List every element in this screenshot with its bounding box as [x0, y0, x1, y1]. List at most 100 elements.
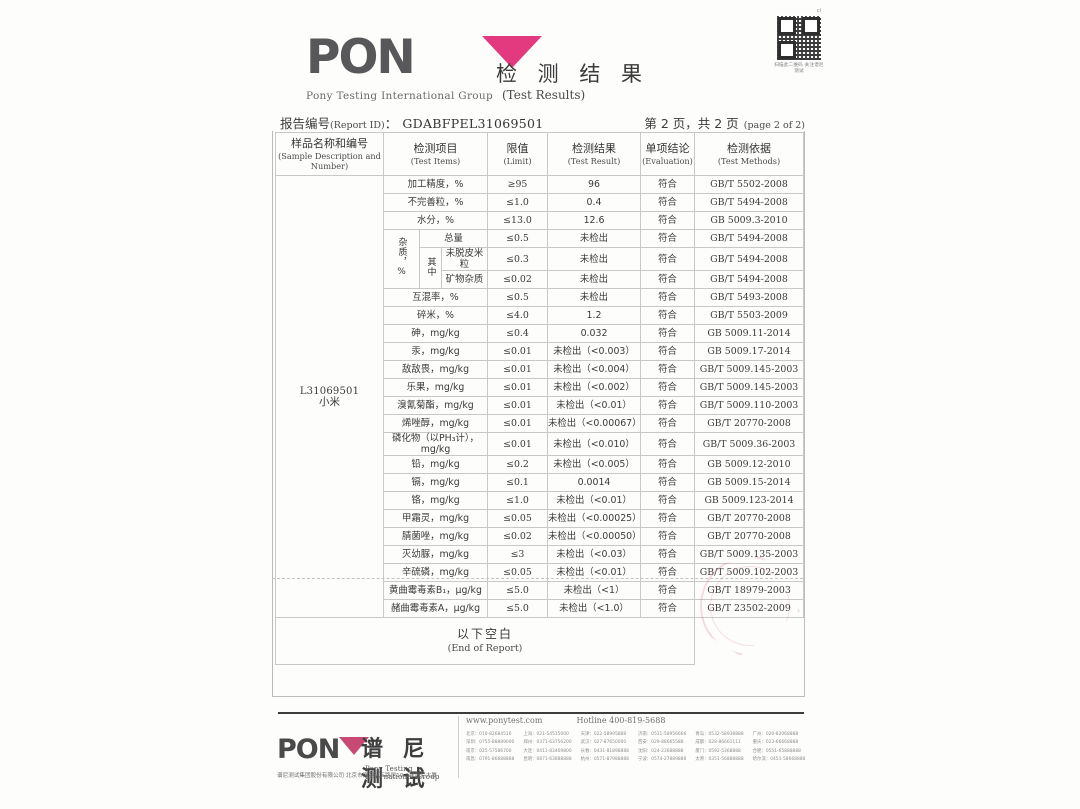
footer-branch-item: 西安：029-88665588: [637, 740, 684, 746]
report-id-colon: ：: [384, 116, 398, 131]
footer-branch-item: 哈尔滨：0451-58668888: [752, 757, 806, 763]
table-row: 黄曲霉毒素B₁，μg/kg ≤5.0 未检出（<1） 符合 GB/T 18979-200…: [276, 581, 804, 600]
impurity-sub-label-text: 其中: [425, 256, 436, 277]
document-frame: [272, 131, 805, 697]
qr-caption: 扫描此二维码 关注谱尼测试: [774, 63, 824, 74]
result-cell: 未检出（<0.004）: [547, 360, 641, 379]
col-header-method-en: (Test Methods): [717, 156, 781, 166]
footer-branch-item: 太原：0351-56888888: [695, 757, 744, 763]
method-cell: GB/T 5009.135-2003: [694, 545, 804, 564]
limit-cell: ≤4.0: [487, 306, 548, 325]
method-cell: GB/T 5009.145-2003: [694, 378, 804, 397]
col-header-sample-cn: 样品名称和编号: [291, 137, 368, 150]
item-cell: 溴氰菊酯，mg/kg: [383, 396, 488, 415]
method-cell: GB/T 20770-2008: [694, 414, 804, 433]
report-id-label-en: (Report ID): [330, 120, 385, 131]
col-header-limit-en: (Limit): [503, 156, 532, 166]
eval-cell: 符合: [640, 396, 695, 415]
result-cell: 0.0014: [547, 473, 641, 492]
result-cell: 未检出（<0.010）: [547, 432, 641, 456]
result-cell: 未检出（<0.01）: [547, 396, 641, 415]
eval-cell: 符合: [640, 360, 695, 379]
table-row: 敌敌畏，mg/kg ≤0.01 未检出（<0.004） 符合 GB/T 5009.145…: [276, 360, 804, 379]
eval-cell: 符合: [640, 455, 695, 474]
footer-website[interactable]: www.ponytest.com: [466, 716, 543, 725]
col-header-eval-cn: 单项结论: [645, 142, 690, 155]
method-cell: GB 5009.123-2014: [694, 491, 804, 510]
limit-cell: ≤1.0: [487, 193, 548, 212]
footer-branch-item: 武汉：027-87650000: [580, 740, 627, 746]
footer-branch-item: 沈阳：024-23688888: [637, 748, 684, 754]
eval-cell: 符合: [640, 599, 695, 618]
footer-branch-item: 济南：0531-58956666: [637, 732, 687, 737]
table-row: 砷，mg/kg ≤0.4 0.032 符合 GB 5009.11-2014: [276, 324, 804, 343]
item-cell: 加工精度，%: [383, 175, 488, 194]
result-cell: 未检出（<0.002）: [547, 378, 641, 397]
table-header-row: 样品名称和编号 (Sample Description and Number) …: [275, 132, 804, 176]
method-cell: GB/T 5493-2008: [694, 288, 804, 307]
impurity-group-label: 杂质，%: [383, 229, 420, 289]
limit-cell: ≤5.0: [487, 581, 548, 600]
result-cell: 未检出（<0.005）: [547, 455, 641, 474]
item-cell: 敌敌畏，mg/kg: [383, 360, 488, 379]
eval-cell: 符合: [640, 432, 695, 456]
footer-branch-item: 合肥：0551-65888888: [752, 748, 801, 754]
limit-cell: ≤0.01: [487, 378, 548, 397]
limit-cell: ≤0.01: [487, 432, 548, 456]
sample-id: L31069501: [299, 385, 360, 397]
eval-cell: 符合: [640, 306, 695, 325]
end-of-report-en: (End of Report): [447, 642, 523, 654]
table-body: L31069501 小米 加工精度，% ≥95 96 符合 GB/T 5502-2008 不完…: [275, 175, 804, 665]
result-cell: 未检出: [547, 288, 641, 307]
table-row: 碎米，% ≤4.0 1.2 符合 GB/T 5503-2009: [276, 306, 804, 325]
limit-cell: ≤0.01: [487, 414, 548, 433]
item-cell: 砷，mg/kg: [383, 324, 488, 343]
col-header-sample-en: (Sample Description and Number): [278, 151, 381, 171]
end-divider: [272, 578, 803, 579]
item-cell: 互混率，%: [383, 288, 488, 307]
method-cell: GB/T 5494-2008: [694, 229, 804, 248]
footer-brand-en: Pony Testing International Group: [365, 765, 440, 781]
table-row: 汞，mg/kg ≤0.01 未检出（<0.003） 符合 GB 5009.17-2014: [276, 342, 804, 361]
item-cell: 甲霜灵，mg/kg: [383, 509, 488, 528]
method-cell: GB/T 5502-2008: [694, 175, 804, 194]
footer-rule: [278, 712, 804, 714]
col-header-method-cn: 检测依据: [727, 142, 771, 155]
pony-logo-text: PON: [306, 30, 416, 85]
footer-branch-item: 昆明：0871-63888888: [523, 757, 572, 763]
table-row: 乐果，mg/kg ≤0.01 未检出（<0.002） 符合 GB/T 5009.145-…: [276, 378, 804, 397]
method-cell: GB 5009.15-2014: [694, 473, 804, 492]
col-header-method: 检测依据 (Test Methods): [694, 132, 804, 176]
eval-cell: 符合: [640, 247, 695, 271]
limit-cell: ≤0.02: [487, 270, 548, 289]
impurity-sub-label: 其中: [419, 247, 442, 289]
item-cell: 汞，mg/kg: [383, 342, 488, 361]
method-cell: GB 5009.11-2014: [694, 324, 804, 343]
end-of-report-cell: 以下空白 (End of Report): [275, 617, 695, 665]
item-cell: 乐果，mg/kg: [383, 378, 488, 397]
end-of-report-cn: 以下空白: [456, 626, 513, 641]
eval-cell: 符合: [640, 175, 695, 194]
result-cell: 未检出（<0.03）: [547, 545, 641, 564]
method-cell: GB 5009.3-2010: [694, 211, 804, 230]
result-cell: 12.6: [547, 211, 641, 230]
method-cell: GB/T 5494-2008: [694, 193, 804, 212]
page-title-en: (Test Results): [502, 88, 586, 102]
limit-cell: ≤0.1: [487, 473, 548, 492]
limit-cell: ≤0.01: [487, 396, 548, 415]
result-cell: 未检出（<0.003）: [547, 342, 641, 361]
method-cell: GB/T 5503-2009: [694, 306, 804, 325]
limit-cell: ≤0.5: [487, 288, 548, 307]
footer-branch-item: 上海：021-54515000: [523, 732, 569, 737]
item-cell: 铅，mg/kg: [383, 455, 488, 474]
limit-cell: ≤0.5: [487, 229, 548, 248]
footer-branch-list: 北京：010-82684516 上海：021-54515000 天津：022-589…: [466, 732, 806, 764]
qr-code-icon[interactable]: [776, 15, 822, 61]
limit-cell: ≥95: [487, 175, 548, 194]
item-cell: 烯唑醇，mg/kg: [383, 414, 488, 433]
table-row: 铬，mg/kg ≤1.0 未检出（<0.01） 符合 GB 5009.123-2014: [276, 491, 804, 510]
item-cell: 镉，mg/kg: [383, 473, 488, 492]
col-header-eval: 单项结论 (Evaluation): [640, 132, 695, 176]
table-row: 赭曲霉毒素A，μg/kg ≤5.0 未检出（<1.0） 符合 GB/T 23502-20…: [276, 599, 804, 618]
